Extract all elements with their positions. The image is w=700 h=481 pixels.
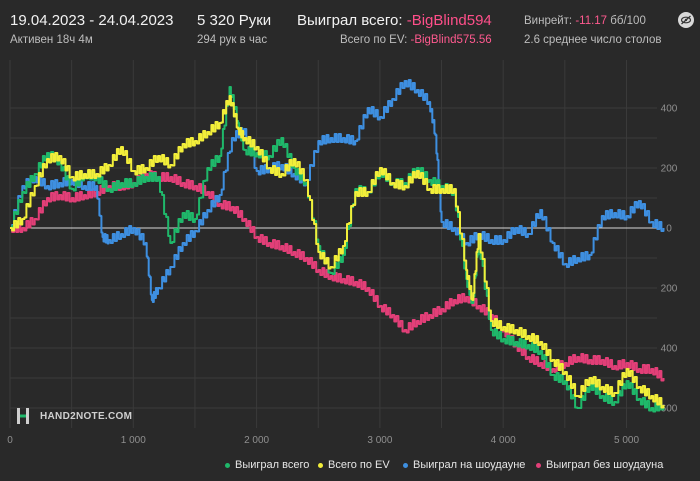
eye-slash-icon bbox=[680, 15, 692, 25]
won-total-value: -BigBlind594 bbox=[406, 12, 492, 29]
winrate: Винрейт: -11.17 бб/100 bbox=[524, 15, 646, 27]
legend-label: Всего по EV bbox=[328, 459, 390, 471]
logo-text: HAND2NOTE.COM bbox=[40, 410, 133, 422]
ev-total-value: -BigBlind575.56 bbox=[410, 34, 492, 46]
y-tick-label: 600 bbox=[661, 404, 678, 415]
series-line bbox=[10, 170, 665, 382]
legend-dot-yellow bbox=[318, 462, 323, 468]
winrate-unit: бб/100 bbox=[610, 15, 646, 27]
legend-dot-pink bbox=[536, 462, 541, 468]
active-time: Активен 18ч 4м bbox=[10, 34, 93, 46]
x-tick-label: 2 000 bbox=[244, 435, 269, 446]
legend-dot-green bbox=[225, 462, 230, 468]
series-line bbox=[10, 79, 665, 303]
y-tick-label: 400 bbox=[661, 344, 678, 355]
legend-label: Выиграл на шоудауне bbox=[413, 459, 526, 471]
hide-toggle-button[interactable] bbox=[678, 12, 694, 28]
legend-item-ev[interactable]: Всего по EV bbox=[318, 459, 390, 471]
legend-label: Выиграл без шоудауна bbox=[546, 459, 664, 471]
h2n-logo-icon bbox=[17, 408, 29, 424]
legend-item-non-showdown[interactable]: Выиграл без шоудауна bbox=[536, 459, 663, 471]
series-line bbox=[10, 95, 665, 409]
ev-total-label: Всего по EV: bbox=[340, 34, 408, 46]
won-total: Выиграл всего: -BigBlind594 bbox=[297, 12, 492, 29]
winrate-value: -11.17 bbox=[575, 15, 608, 27]
x-tick-label: 3 000 bbox=[367, 435, 392, 446]
winrate-label: Винрейт: bbox=[524, 15, 573, 27]
x-tick-label: 5 000 bbox=[614, 435, 639, 446]
legend-label: Выиграл всего bbox=[235, 459, 310, 471]
won-total-label: Выиграл всего: bbox=[297, 12, 403, 29]
ev-total: Всего по EV: -BigBlind575.56 bbox=[340, 34, 492, 46]
legend-item-won-total[interactable]: Выиграл всего bbox=[225, 459, 309, 471]
y-tick-label: 200 bbox=[661, 284, 678, 295]
hand2note-logo: HAND2NOTE.COM bbox=[16, 406, 132, 426]
y-tick-label: 400 bbox=[661, 104, 678, 115]
legend-item-showdown[interactable]: Выиграл на шоудауне bbox=[403, 459, 525, 471]
x-tick-label: 4 000 bbox=[491, 435, 516, 446]
date-range: 19.04.2023 - 24.04.2023 bbox=[10, 12, 174, 29]
legend-dot-blue bbox=[403, 462, 408, 468]
hands-per-hour: 294 рук в час bbox=[197, 34, 268, 46]
y-tick-label: 0 bbox=[666, 224, 672, 235]
avg-tables: 2.6 среднее число столов bbox=[524, 34, 662, 46]
x-tick-label: 1 000 bbox=[121, 435, 146, 446]
x-tick-label: 0 bbox=[7, 435, 13, 446]
y-tick-label: 200 bbox=[661, 164, 678, 175]
hands-count: 5 320 Руки bbox=[197, 12, 272, 29]
